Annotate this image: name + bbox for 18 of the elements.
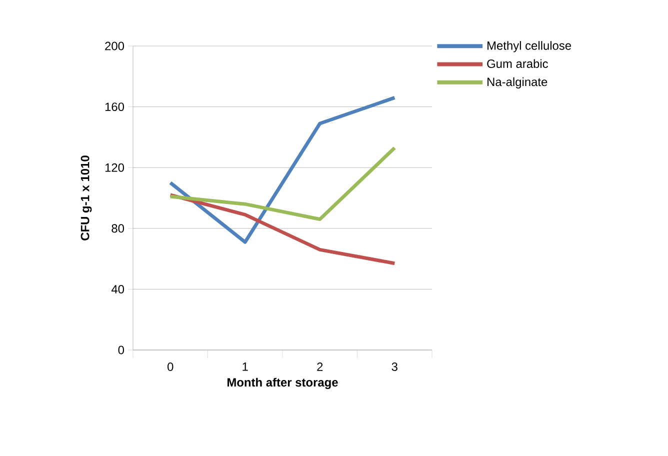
legend-label: Methyl cellulose	[488, 41, 572, 52]
line-series	[168, 146, 396, 222]
x-tick-label: 0	[168, 362, 174, 371]
x-tick-label: 2	[317, 362, 323, 371]
x-tick-label: 1	[242, 362, 248, 371]
y-tick-label: 0	[118, 346, 124, 354]
line-series	[168, 193, 396, 266]
y-tick-label: 40	[111, 284, 124, 294]
legend-label: Gum arabic	[487, 59, 548, 68]
legend-label: Na-alginate	[488, 77, 548, 88]
y-tick-label: 200	[105, 42, 124, 50]
x-axis-title: Month after storage	[228, 378, 338, 390]
y-axis-title: CFU g-1 x 1010	[80, 156, 92, 240]
y-tick-label: 120	[105, 163, 124, 172]
x-tick-label: 3	[392, 362, 398, 371]
y-tick-label: 160	[105, 102, 124, 112]
y-tick-label: 80	[112, 224, 124, 233]
line-series	[168, 96, 396, 244]
